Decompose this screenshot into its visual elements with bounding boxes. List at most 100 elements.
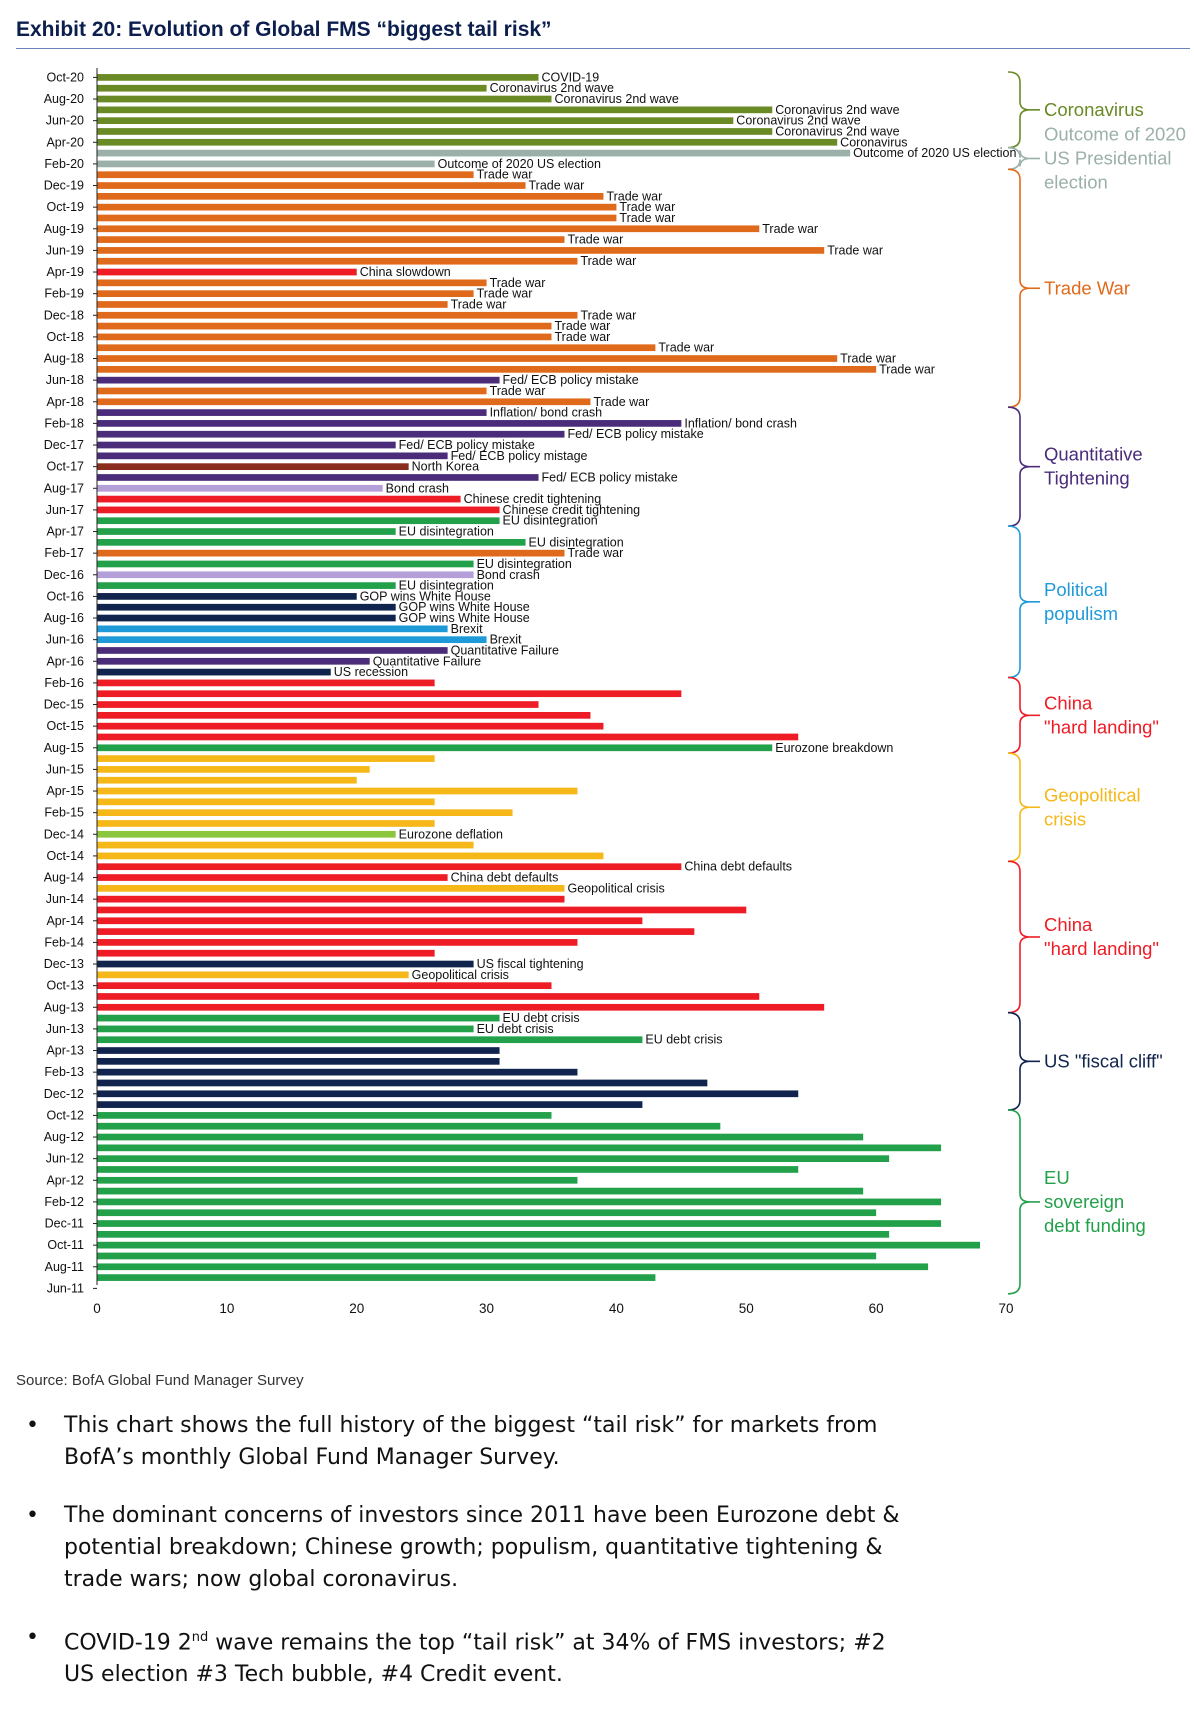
bar (97, 74, 539, 81)
bar (97, 679, 435, 687)
bar (97, 852, 604, 860)
bar-data-label: Coronavirus 2nd wave (555, 92, 679, 106)
bullet-dot: • (26, 1625, 39, 1650)
bar (97, 506, 500, 514)
y-tick-label: Feb-20 (44, 157, 84, 171)
y-tick-label: Apr-13 (46, 1044, 84, 1058)
bar (97, 420, 682, 427)
y-tick-label: Apr-12 (46, 1173, 84, 1187)
bar-data-label: China debt defaults (451, 871, 559, 885)
bar (97, 538, 526, 546)
group-bracket (1007, 676, 1031, 754)
y-tick-label: Oct-20 (46, 70, 84, 84)
bar-data-label: China slowdown (360, 265, 451, 279)
bar (97, 625, 448, 633)
bar (97, 1036, 643, 1044)
group-label: Trade War (1044, 277, 1130, 298)
bar-data-label: GOP wins White House (399, 611, 530, 625)
bar (97, 939, 578, 946)
bar-data-label: Fed/ ECB policy mistake (542, 470, 678, 484)
y-tick-label: Feb-15 (44, 806, 84, 820)
bar-data-label: Trade war (827, 243, 883, 257)
bar (97, 528, 396, 535)
bar-data-label: Trade war (580, 308, 636, 322)
group-bracket (1007, 860, 1031, 1014)
bar-data-label: EU disintegration (399, 579, 494, 593)
y-tick-label: Feb-17 (44, 546, 84, 560)
bar-data-label: Trade war (606, 189, 662, 203)
bar (97, 441, 396, 449)
bar (97, 1187, 864, 1195)
group-label: US Presidential (1044, 148, 1172, 169)
group-bracket (1007, 525, 1031, 679)
bar (97, 733, 799, 741)
bar-data-label: Trade war (619, 200, 675, 214)
y-tick-label: Dec-16 (44, 568, 84, 582)
bar (97, 744, 773, 752)
bullet-item: • COVID-19 2nd wave remains the top “tail… (16, 1622, 916, 1691)
bar (97, 820, 435, 827)
bar (97, 1252, 877, 1260)
bar (97, 657, 370, 665)
bar (97, 376, 500, 384)
y-tick-label: Dec-14 (44, 827, 84, 841)
x-tick-label: 0 (93, 1301, 101, 1316)
bar (97, 95, 552, 103)
group-bracket (1007, 1011, 1031, 1111)
bar (97, 301, 448, 308)
bullet-text: The dominant concerns of investors since… (64, 1503, 900, 1592)
bar (97, 603, 396, 611)
bar (97, 701, 539, 708)
bar (97, 463, 409, 471)
bar-data-label: Fed/ ECB policy mistake (567, 427, 703, 441)
bar (97, 279, 487, 287)
bar (97, 668, 331, 676)
bar (97, 1047, 500, 1054)
bar (97, 257, 578, 265)
bar (97, 182, 526, 189)
group-label: debt funding (1044, 1215, 1146, 1236)
bar (97, 149, 851, 157)
group-label: crisis (1044, 808, 1086, 829)
bar (97, 928, 695, 935)
bar-data-label: Fed/ ECB policy mistake (399, 438, 535, 452)
bullet-dot: • (26, 1503, 39, 1528)
source-note: Source: BofA Global Fund Manager Survey (16, 1372, 304, 1389)
bar-data-label: Trade war (658, 341, 714, 355)
bar (97, 722, 604, 730)
bar-data-label: US fiscal tightening (477, 957, 584, 971)
y-tick-label: Apr-14 (46, 914, 84, 928)
y-tick-label: Aug-14 (44, 871, 84, 885)
bar-data-label: Coronavirus 2nd wave (490, 81, 614, 95)
bar-data-label: Eurozone deflation (399, 827, 503, 841)
bar-data-label: Trade war (840, 352, 896, 366)
bar (97, 1144, 942, 1152)
group-label: populism (1044, 603, 1118, 624)
bar-data-label: Coronavirus 2nd wave (736, 114, 860, 128)
bar (97, 355, 838, 362)
bar (97, 1014, 500, 1022)
y-tick-label: Aug-12 (44, 1130, 84, 1144)
y-tick-label: Dec-13 (44, 957, 84, 971)
bar (97, 484, 383, 492)
bar (97, 1079, 708, 1087)
bar-data-label: Geopolitical crisis (412, 968, 509, 982)
axes-layer: Oct-20 Aug-20 Jun-20 Apr-20 Feb-20 Dec-19 Oct-… (44, 68, 1014, 1316)
y-tick-label: Oct-19 (46, 200, 84, 214)
bullet-item: • The dominant concerns of investors sinc… (16, 1500, 916, 1596)
bullet-item: • This chart shows the full history of th… (16, 1410, 916, 1474)
bullet-list: • This chart shows the full history of th… (16, 1410, 916, 1717)
group-label: Tightening (1044, 468, 1130, 489)
y-tick-label: Oct-14 (46, 849, 84, 863)
group-label: US "fiscal cliff" (1044, 1050, 1163, 1071)
bar (97, 398, 591, 406)
bar (97, 906, 747, 914)
bar (97, 755, 435, 762)
y-tick-label: Oct-11 (47, 1238, 84, 1252)
bar-data-label: Brexit (451, 622, 483, 636)
y-tick-label: Apr-15 (46, 784, 84, 798)
group-bracket (1007, 752, 1031, 863)
bar (97, 960, 474, 968)
group-label: Outcome of 2020 (1044, 124, 1186, 145)
bar (97, 917, 643, 925)
